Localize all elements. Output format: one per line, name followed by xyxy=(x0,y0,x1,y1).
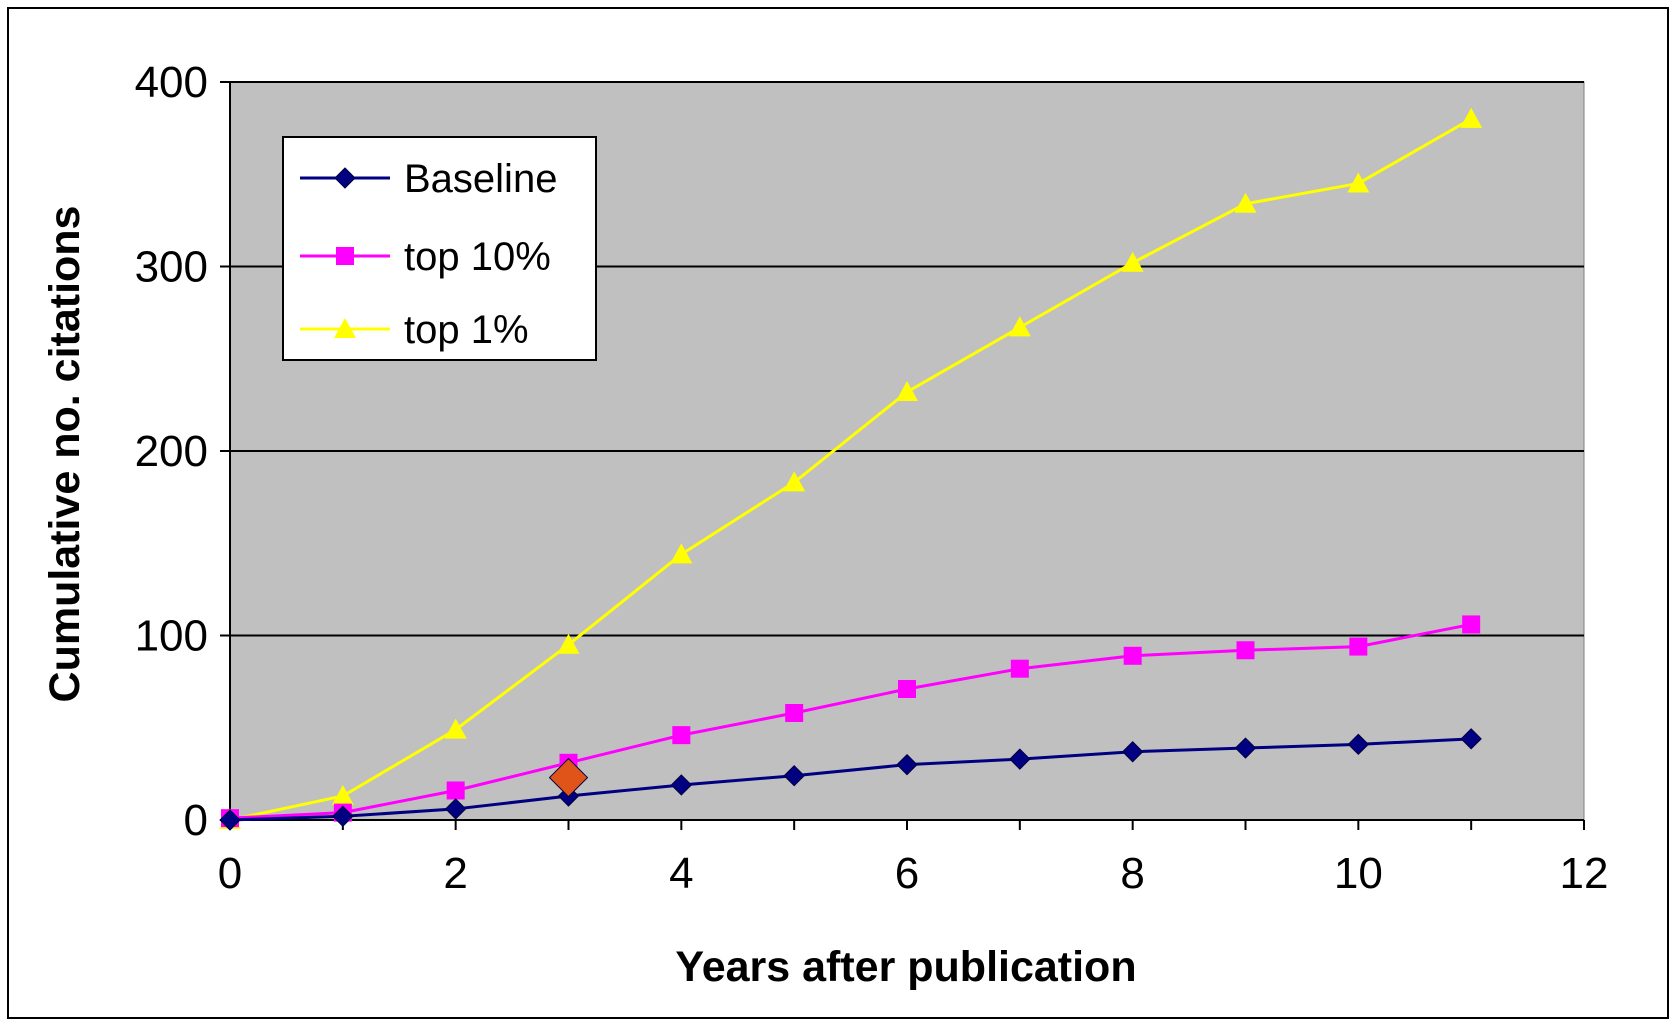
y-axis-title: Cumulative no. citations xyxy=(41,206,89,703)
series-layer xyxy=(219,107,1483,831)
axes xyxy=(220,81,1585,830)
x-tick-label: 8 xyxy=(1120,849,1144,898)
data-point-baseline xyxy=(670,774,693,796)
data-point-top-1 xyxy=(783,471,806,492)
legend-marker-top-10 xyxy=(336,247,354,265)
data-point-baseline xyxy=(444,798,467,820)
y-tick-label: 100 xyxy=(135,612,208,661)
series-line-top-1 xyxy=(229,117,1472,822)
data-point-top-10 xyxy=(1236,641,1255,660)
data-point-top-10 xyxy=(446,781,465,800)
y-tick-label: 0 xyxy=(184,796,208,845)
x-tick-label: 10 xyxy=(1334,849,1383,898)
data-point-baseline xyxy=(332,805,354,828)
data-point-top-10 xyxy=(1123,646,1142,665)
legend-box xyxy=(282,136,597,361)
data-point-top-1 xyxy=(1234,192,1257,213)
data-point-top-1 xyxy=(1008,316,1031,337)
data-point-top-10 xyxy=(898,680,916,699)
tick-labels: 0 100 200 300 400 0 2 4 6 8 10 12 xyxy=(135,58,1609,898)
x-tick-label: 6 xyxy=(895,849,919,898)
x-tick-label: 4 xyxy=(669,849,693,898)
x-tick-label: 2 xyxy=(443,849,467,898)
data-point-baseline xyxy=(783,765,805,787)
data-point-top-10 xyxy=(1349,637,1368,656)
data-point-top-10 xyxy=(1462,615,1481,634)
data-point-top-1 xyxy=(557,633,580,654)
data-point-baseline xyxy=(896,753,918,776)
series-line-baseline xyxy=(229,737,1472,822)
y-tick-label: 300 xyxy=(135,243,208,292)
data-point-top-1 xyxy=(331,785,354,806)
legend-label-baseline: Baseline xyxy=(404,157,557,201)
data-point-top-1 xyxy=(670,543,693,564)
gridlines xyxy=(230,81,1584,637)
data-point-top-10 xyxy=(785,703,804,722)
data-point-top-10 xyxy=(1010,659,1029,678)
x-tick-label: 0 xyxy=(218,849,242,898)
data-point-baseline xyxy=(219,809,241,831)
data-point-baseline xyxy=(1347,733,1370,756)
data-point-top-1 xyxy=(1121,251,1144,272)
data-point-top-10 xyxy=(672,726,691,745)
data-point-baseline xyxy=(1009,748,1031,770)
legend-marker-baseline xyxy=(334,167,356,189)
data-point-baseline xyxy=(1234,737,1257,759)
highlight-point xyxy=(548,757,589,798)
x-axis-title: Years after publication xyxy=(675,943,1136,991)
data-point-top-1 xyxy=(1460,107,1483,128)
legend-label-top-10: top 10% xyxy=(404,235,551,279)
data-point-baseline xyxy=(1121,741,1144,763)
series-top-1 xyxy=(219,107,1483,829)
y-tick-label: 200 xyxy=(135,427,208,476)
data-point-top-1 xyxy=(896,380,918,401)
data-point-top-1 xyxy=(1347,172,1370,193)
legend: Baseline top 10% top 1% xyxy=(282,136,597,361)
legend-marker-top-1 xyxy=(334,318,356,338)
legend-label-top-1: top 1% xyxy=(404,308,529,352)
series-baseline xyxy=(219,728,1482,831)
x-tick-label: 12 xyxy=(1560,849,1609,898)
data-point-baseline xyxy=(1460,728,1482,750)
series-line-top-10 xyxy=(229,622,1472,820)
y-tick-label: 400 xyxy=(135,58,208,107)
data-point-top-1 xyxy=(444,718,467,739)
